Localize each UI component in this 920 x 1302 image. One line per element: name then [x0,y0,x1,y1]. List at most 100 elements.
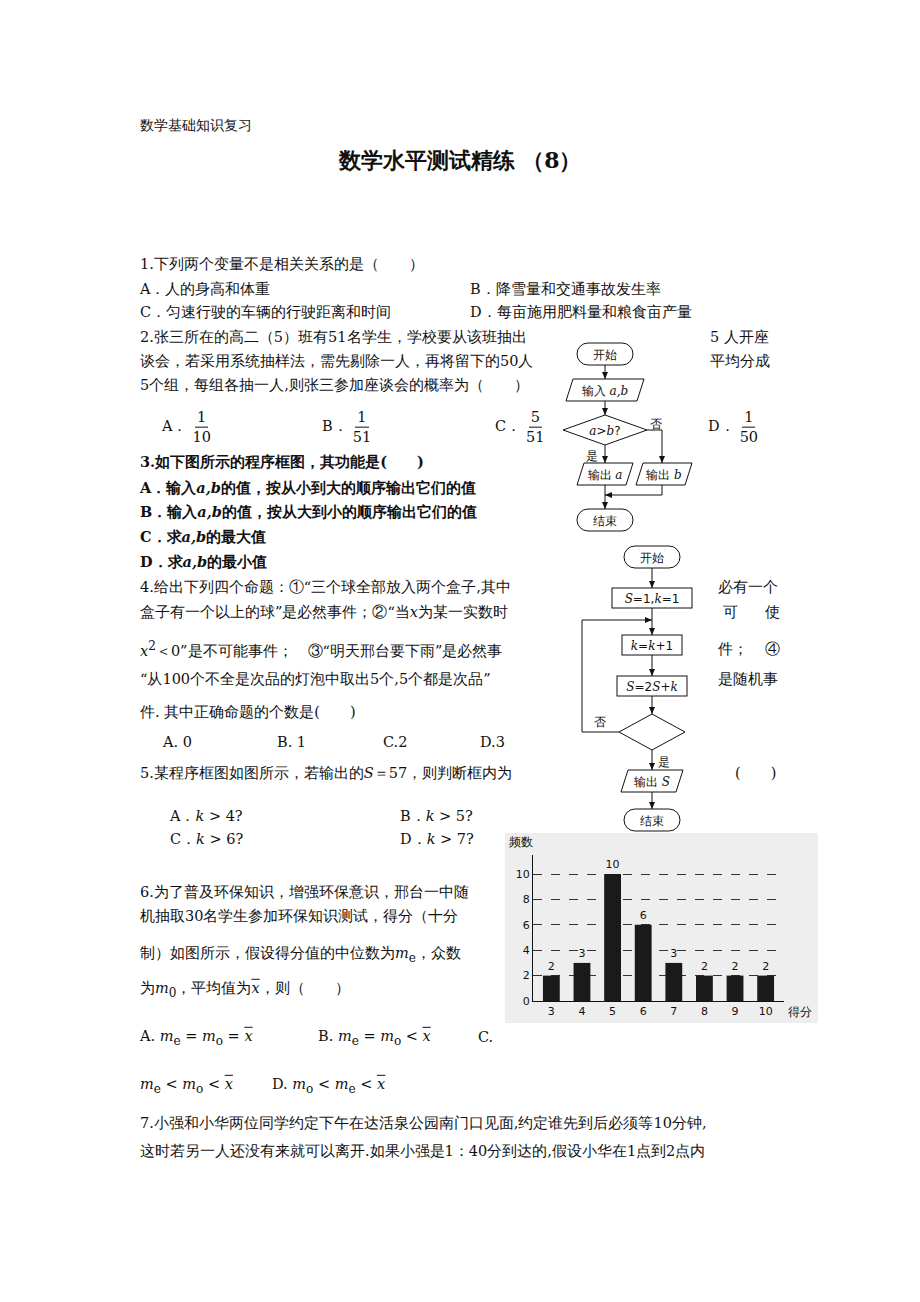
svg-text:输出 S: 输出 S [634,775,670,789]
html-text:C．k > 6?: C．k > 6? [170,831,244,848]
svg-text:5: 5 [609,1005,616,1018]
html-text:件；: 件； [718,641,748,658]
html-text:D. mo< me< x: D. mo< me< x [272,1075,386,1096]
html-text:1.下列两个变量不是相关关系的是（ ）: 1.下列两个变量不是相关关系的是（ ） [140,256,424,273]
html-text:C．: C． [495,418,522,434]
svg-text:4: 4 [523,944,530,957]
html-text:10: 10 [192,428,211,445]
html-text:是随机事: 是随机事 [718,671,778,688]
html-text:D．: D． [708,418,735,434]
html-text:为m0，平均值为x，则（ ）: 为m0，平均值为x，则（ ） [140,979,350,1000]
svg-text:结束: 结束 [640,814,664,828]
html-text:C.2: C.2 [383,734,408,751]
html-text:这时若另一人还没有来就可以离开.如果小强是1：40分到达的,: 这时若另一人还没有来就可以离开.如果小强是1：40分到达的,假设小华在1点到2点… [140,1143,706,1160]
html-text:数学基础知识复习: 数学基础知识复习 [140,116,252,133]
html-text:D．k > 7?: D．k > 7? [400,831,474,848]
html-text:7.小强和小华两位同学约定下午在达活泉公园南门口见面,约定谁: 7.小强和小华两位同学约定下午在达活泉公园南门口见面,约定谁先到后必须等10分钟… [140,1115,707,1132]
html-text:A．输入a,b的值，按从小到大的顺序输出它们的值: A．输入a,b的值，按从小到大的顺序输出它们的值 [140,479,476,497]
html-text:数学水平测试精练 （8）: 数学水平测试精练 （8） [338,146,582,173]
html-text:2.张三所在的高二（5）班有51名学生，学校要从该班抽出: 2.张三所在的高二（5）班有51名学生，学校要从该班抽出 [140,329,527,346]
svg-text:得分: 得分 [788,1005,812,1019]
svg-text:a>b?: a>b? [589,424,620,438]
html-text:C．匀速行驶的车辆的行驶距离和时间: C．匀速行驶的车辆的行驶距离和时间 [140,304,392,321]
svg-text:3: 3 [578,947,585,960]
html-text:件. 其中正确命题的个数是( ): 件. 其中正确命题的个数是( ) [140,704,356,721]
svg-text:S=1,k=1: S=1,k=1 [625,592,680,606]
svg-text:2: 2 [701,960,708,973]
html-text:4.给出下列四个命题：①“三个球全部放入两个盒子,其中: 4.给出下列四个命题：①“三个球全部放入两个盒子,其中 [140,579,511,596]
html-text:B. 1: B. 1 [277,734,307,751]
svg-text:S=2S+k: S=2S+k [626,680,678,694]
html-text:D．求a,b的最小值: D．求a,b的最小值 [140,553,268,571]
svg-text:是: 是 [586,449,598,463]
html-text:6.为了普及环保知识，增强环保意识，邢台一中随: 6.为了普及环保知识，增强环保意识，邢台一中随 [140,884,469,901]
html-text:A. me= mo= x: A. me= mo= x [140,1027,253,1048]
html-text:A．k > 4?: A．k > 4? [170,808,243,825]
svg-text:结束: 结束 [593,514,617,528]
html-text:A. 0: A. 0 [163,734,192,751]
html-text:x2＜0”是不可能事件； ③“明天邢台要下雨”是必然事: x2＜0”是不可能事件； ③“明天邢台要下雨”是必然事 [140,639,503,660]
html-text:1: 1 [744,408,754,425]
html-text:51: 51 [352,428,372,445]
html-text:5: 5 [530,408,540,425]
svg-text:否: 否 [650,417,662,431]
svg-text:0: 0 [523,995,530,1008]
svg-text:10: 10 [516,868,530,881]
svg-text:输入 a,b: 输入 a,b [582,384,628,398]
html-text:平均分成: 平均分成 [710,353,770,370]
html-text:5.某程序框图如图所示，若输出的S＝57，则判断框内为: 5.某程序框图如图所示，若输出的S＝57，则判断框内为 [140,765,513,782]
svg-text:9: 9 [732,1005,739,1018]
svg-text:输出 a: 输出 a [588,468,623,482]
svg-text:7: 7 [670,1005,677,1018]
html-text:1: 1 [357,408,367,425]
svg-text:开始: 开始 [640,551,664,565]
html-text:④: ④ [765,641,780,658]
html-text:可: 可 [723,604,738,621]
html-text:必有一个: 必有一个 [718,579,778,596]
html-text:B．: B． [322,418,348,434]
svg-text:频数: 频数 [509,835,533,849]
html-text:5个组，每组各抽一人,则张三参加座谈会的概率为（ ）: 5个组，每组各抽一人,则张三参加座谈会的概率为（ ） [140,377,529,394]
html-text:使: 使 [765,604,780,621]
html-text:1: 1 [197,408,207,425]
svg-text:4: 4 [578,1005,585,1018]
html-text:D．每亩施用肥料量和粮食亩产量: D．每亩施用肥料量和粮食亩产量 [470,304,692,321]
svg-text:2: 2 [762,960,769,973]
svg-text:开始: 开始 [593,348,617,362]
svg-text:2: 2 [732,960,739,973]
html-text:制）如图所示，假设得分值的中位数为me，众数: 制）如图所示，假设得分值的中位数为me，众数 [140,944,461,965]
svg-text:输出 b: 输出 b [646,468,682,482]
svg-text:10: 10 [606,858,620,871]
html-text:me< mo< x: me< mo< x [140,1075,233,1096]
html-text:3.如下图所示的程序框图，其功能是( ): 3.如下图所示的程序框图，其功能是( ) [140,453,424,471]
svg-text:6: 6 [640,1005,647,1018]
html-text:B．输入a,b的值，按从大到小的顺序输出它们的值: B．输入a,b的值，按从大到小的顺序输出它们的值 [140,503,477,521]
html-text:50: 50 [739,428,759,445]
html-text:A．人的身高和体重: A．人的身高和体重 [140,281,271,298]
html-text:谈会，若采用系统抽样法，需先剔除一人，再将留下的50人: 谈会，若采用系统抽样法，需先剔除一人，再将留下的50人 [140,353,534,370]
html-text:B．k > 5?: B．k > 5? [400,808,473,825]
svg-text:2: 2 [523,969,530,982]
svg-text:8: 8 [701,1005,708,1018]
svg-text:否: 否 [594,715,606,729]
svg-text:2: 2 [548,960,555,973]
svg-text:3: 3 [670,947,677,960]
html-text:B．降雪量和交通事故发生率: B．降雪量和交通事故发生率 [470,281,661,298]
html-text:5 人开座: 5 人开座 [710,329,769,346]
svg-text:8: 8 [523,893,530,906]
svg-text:6: 6 [640,909,647,922]
html-text:“从100个不全是次品的灯泡中取出5个,5个都是次品”: “从100个不全是次品的灯泡中取出5个,5个都是次品” [140,671,491,688]
html-text:D.3: D.3 [480,734,505,751]
svg-text:10: 10 [759,1005,773,1018]
svg-text:k=k+1: k=k+1 [631,639,673,653]
svg-text:3: 3 [548,1005,555,1018]
svg-text:6: 6 [523,919,530,932]
html-text:C.: C. [478,1029,494,1046]
html-text:51: 51 [526,428,545,445]
svg-text:是: 是 [658,755,670,769]
html-text:A．: A． [162,418,188,434]
html-text:B. me= mo< x: B. me= mo< x [318,1027,431,1048]
html-text:机抽取30名学生参加环保知识测试，得分（十分: 机抽取30名学生参加环保知识测试，得分（十分 [140,908,459,925]
html-text:C．求a,b的最大值: C．求a,b的最大值 [140,528,267,546]
html-text:盒子有一个以上的球”是必然事件；②“当x为某一实数时: 盒子有一个以上的球”是必然事件；②“当x为某一实数时 [140,604,508,621]
